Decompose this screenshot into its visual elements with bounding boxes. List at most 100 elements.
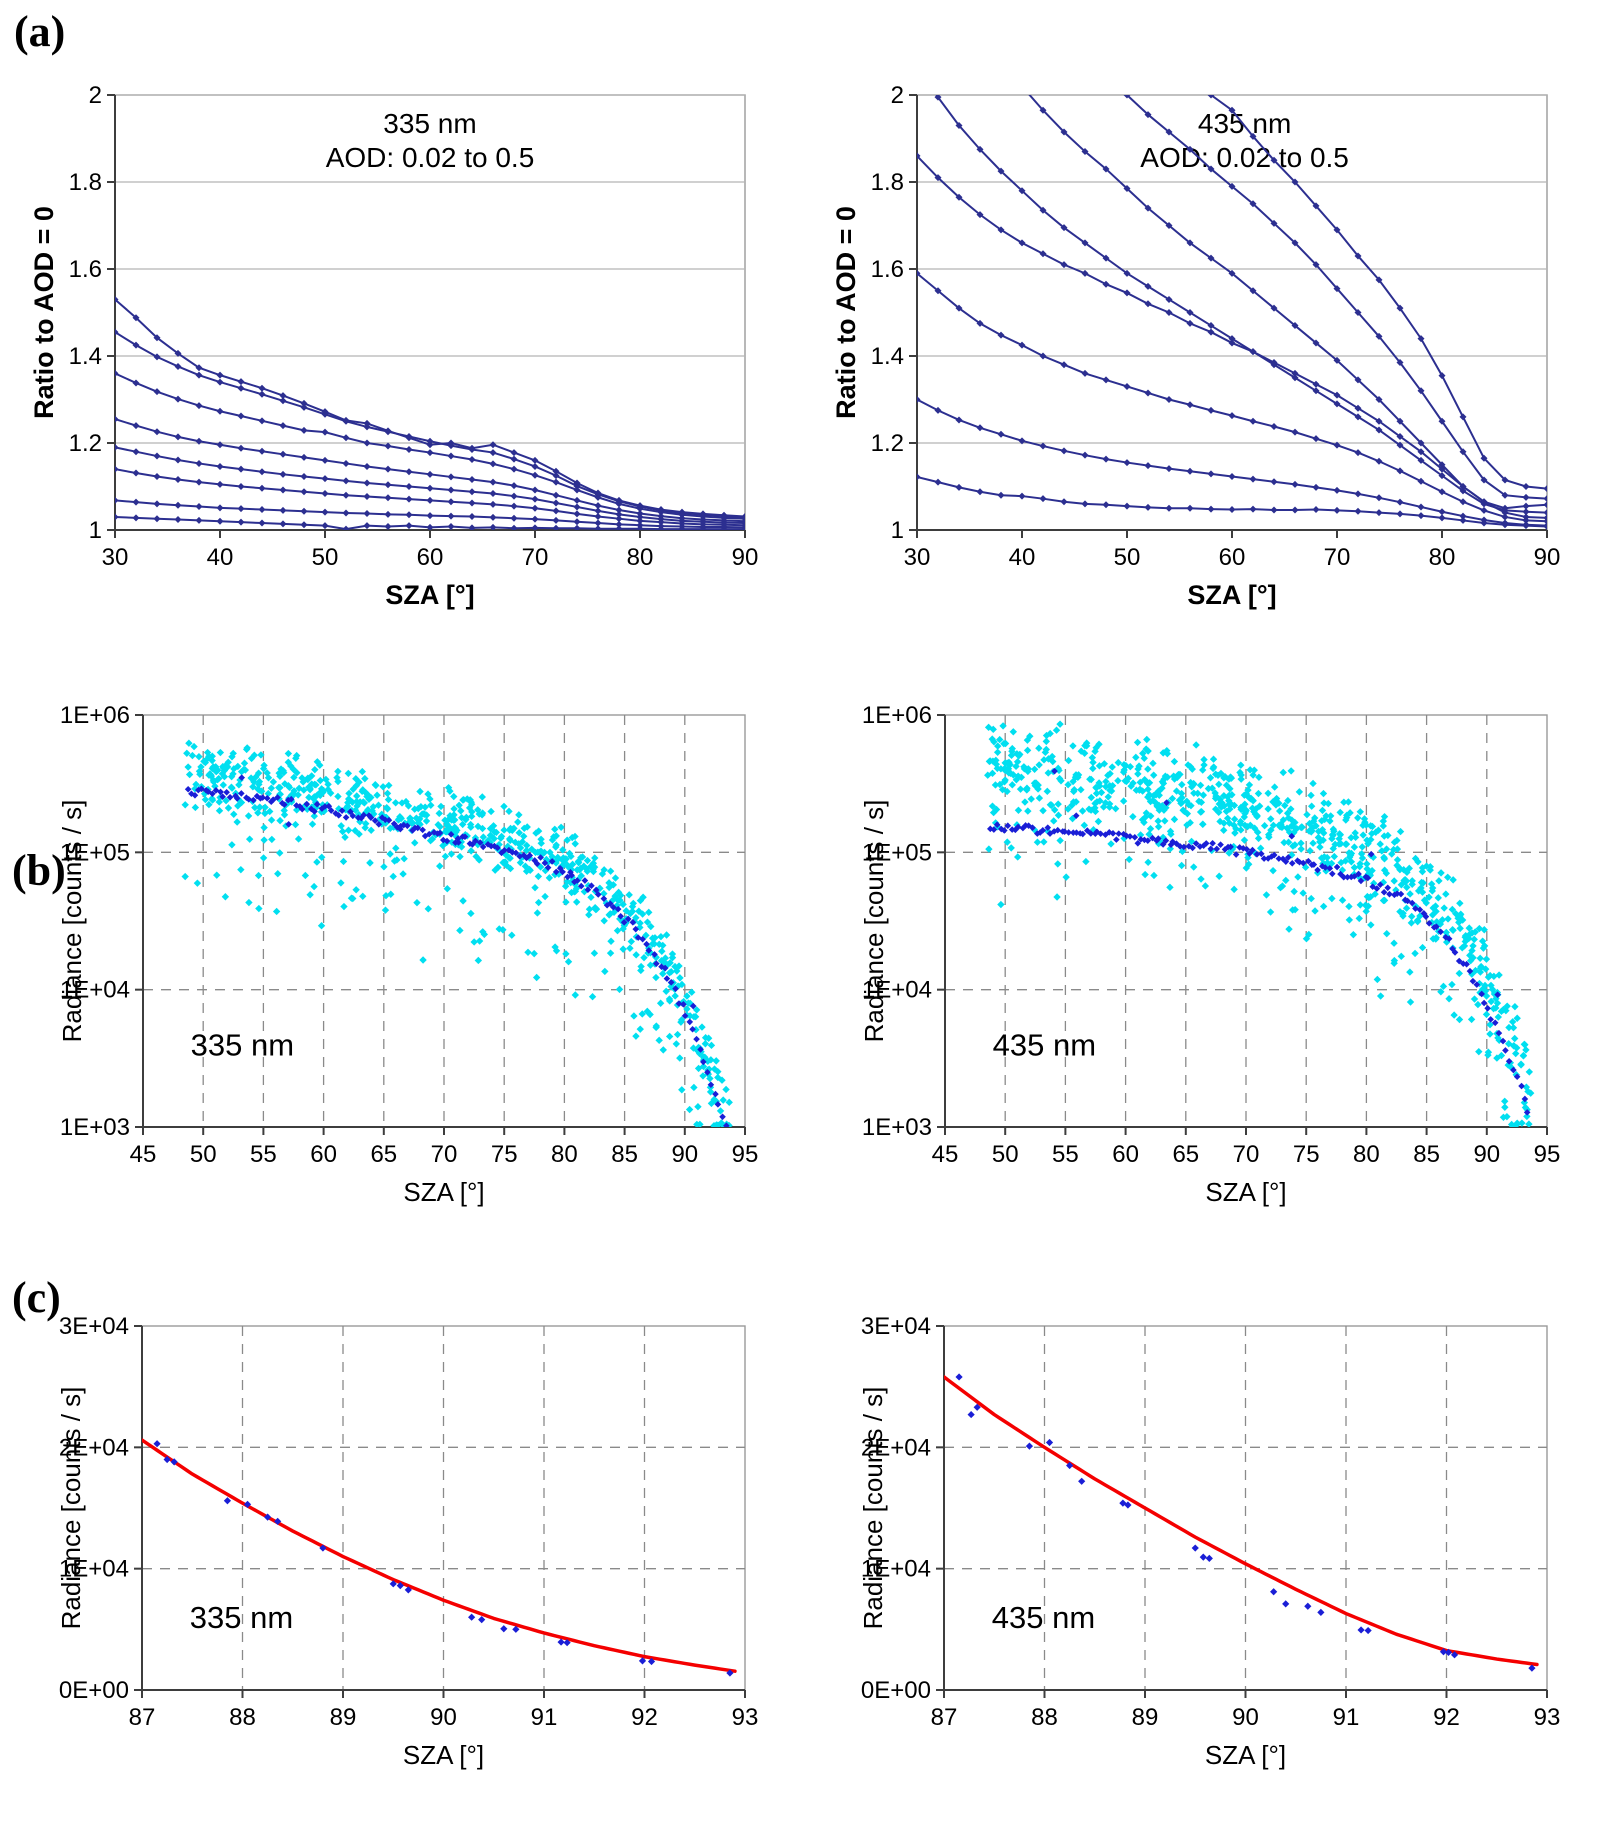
svg-text:95: 95: [732, 1141, 759, 1168]
svg-text:91: 91: [531, 1704, 558, 1731]
svg-text:SZA [°]: SZA [°]: [385, 580, 474, 610]
svg-text:50: 50: [312, 544, 339, 571]
svg-text:75: 75: [491, 1141, 518, 1168]
svg-text:88: 88: [229, 1704, 256, 1731]
svg-text:50: 50: [1114, 544, 1141, 571]
svg-text:2: 2: [891, 82, 904, 109]
svg-text:80: 80: [1429, 544, 1456, 571]
svg-text:92: 92: [1433, 1704, 1460, 1731]
svg-text:Radiance [counts / s]: Radiance [counts / s]: [57, 800, 87, 1043]
panel-label-a: (a): [14, 7, 66, 56]
svg-text:90: 90: [430, 1704, 457, 1731]
svg-text:1E+06: 1E+06: [862, 702, 932, 729]
svg-text:SZA [°]: SZA [°]: [403, 1740, 484, 1770]
svg-text:93: 93: [1534, 1704, 1561, 1731]
svg-text:89: 89: [330, 1704, 357, 1731]
svg-text:1.2: 1.2: [69, 430, 102, 457]
svg-text:435 nm: 435 nm: [992, 1600, 1095, 1635]
svg-text:SZA [°]: SZA [°]: [403, 1177, 484, 1207]
svg-text:1E+03: 1E+03: [60, 1114, 130, 1141]
svg-text:60: 60: [1112, 1141, 1139, 1168]
svg-text:1E+04: 1E+04: [862, 977, 932, 1004]
svg-text:1E+04: 1E+04: [861, 1556, 931, 1583]
svg-text:65: 65: [370, 1141, 397, 1168]
svg-text:88: 88: [1031, 1704, 1058, 1731]
svg-text:335 nm: 335 nm: [383, 108, 476, 139]
svg-text:60: 60: [310, 1141, 337, 1168]
chart-b-435-radiance-scatter: 45 50 55 60 65 70 75 80 85 90 95 1E+03 1E+04 1E+05 1E+…: [859, 702, 1561, 1207]
svg-text:1.8: 1.8: [871, 169, 904, 196]
svg-text:3E+04: 3E+04: [59, 1313, 129, 1340]
svg-text:1.4: 1.4: [69, 343, 102, 370]
svg-text:40: 40: [1009, 544, 1036, 571]
svg-text:70: 70: [1233, 1141, 1260, 1168]
svg-text:92: 92: [631, 1704, 658, 1731]
svg-text:87: 87: [129, 1704, 156, 1731]
svg-text:95: 95: [1534, 1141, 1561, 1168]
svg-text:80: 80: [627, 544, 654, 571]
svg-text:1: 1: [89, 517, 102, 544]
svg-text:65: 65: [1172, 1141, 1199, 1168]
svg-text:85: 85: [611, 1141, 638, 1168]
svg-text:2: 2: [89, 82, 102, 109]
chart-c-335-fit: 87 88 89 90 91 92 93 0E+00 1E+04 2E+04 3E+04 SZA [°…: [56, 1313, 759, 1770]
svg-text:30: 30: [904, 544, 931, 571]
svg-text:1.6: 1.6: [871, 256, 904, 283]
svg-text:70: 70: [1324, 544, 1351, 571]
svg-text:2E+04: 2E+04: [861, 1434, 931, 1461]
svg-text:90: 90: [732, 544, 759, 571]
svg-text:1.2: 1.2: [871, 430, 904, 457]
chart-a-435-ratio: 30 40 50 60 70 80 90 1 1.2 1.4 1.6 1.8 2 SZA [°] Ratio…: [831, 82, 1561, 610]
svg-text:70: 70: [522, 544, 549, 571]
chart-b-335-radiance-scatter: 45 50 55 60 65 70 75 80 85 90 95 1E+03 1E+04 1E+05 1E+…: [57, 702, 759, 1207]
svg-text:70: 70: [431, 1141, 458, 1168]
svg-text:SZA [°]: SZA [°]: [1205, 1177, 1286, 1207]
svg-text:AOD: 0.02 to 0.5: AOD: 0.02 to 0.5: [326, 142, 535, 173]
svg-text:91: 91: [1333, 1704, 1360, 1731]
svg-text:335 nm: 335 nm: [190, 1600, 293, 1635]
panel-label-c: (c): [12, 1273, 61, 1322]
svg-text:1E+04: 1E+04: [60, 977, 130, 1004]
svg-text:80: 80: [1353, 1141, 1380, 1168]
svg-text:50: 50: [190, 1141, 217, 1168]
svg-text:90: 90: [1473, 1141, 1500, 1168]
svg-text:90: 90: [1232, 1704, 1259, 1731]
svg-text:87: 87: [931, 1704, 958, 1731]
svg-text:1E+05: 1E+05: [60, 839, 130, 866]
svg-text:85: 85: [1413, 1141, 1440, 1168]
svg-text:1.4: 1.4: [871, 343, 904, 370]
svg-text:AOD: 0.02 to 0.5: AOD: 0.02 to 0.5: [1140, 142, 1349, 173]
svg-text:3E+04: 3E+04: [861, 1313, 931, 1340]
svg-text:60: 60: [1219, 544, 1246, 571]
svg-text:90: 90: [671, 1141, 698, 1168]
svg-text:30: 30: [102, 544, 129, 571]
svg-text:Radiance [counts / s]: Radiance [counts / s]: [56, 1387, 86, 1630]
svg-text:SZA [°]: SZA [°]: [1205, 1740, 1286, 1770]
svg-text:45: 45: [130, 1141, 157, 1168]
svg-text:335 nm: 335 nm: [191, 1027, 294, 1062]
svg-text:1.8: 1.8: [69, 169, 102, 196]
svg-text:Radiance [counts / s]: Radiance [counts / s]: [858, 1387, 888, 1630]
svg-text:1E+03: 1E+03: [862, 1114, 932, 1141]
svg-text:1: 1: [891, 517, 904, 544]
svg-text:0E+00: 0E+00: [861, 1677, 931, 1704]
panel-label-b: (b): [12, 846, 66, 895]
svg-text:1E+05: 1E+05: [862, 839, 932, 866]
svg-text:80: 80: [551, 1141, 578, 1168]
svg-text:Ratio to AOD = 0: Ratio to AOD = 0: [29, 206, 59, 419]
svg-text:435 nm: 435 nm: [1198, 108, 1291, 139]
svg-text:Radiance [counts / s]: Radiance [counts / s]: [859, 800, 889, 1043]
chart-a-335-ratio: 30 40 50 60 70 80 90 1 1.2 1.4 1.6 1.8 2 SZA [°] Ratio…: [29, 82, 759, 610]
svg-text:435 nm: 435 nm: [993, 1027, 1096, 1062]
svg-text:90: 90: [1534, 544, 1561, 571]
svg-text:75: 75: [1293, 1141, 1320, 1168]
svg-text:1.6: 1.6: [69, 256, 102, 283]
svg-text:55: 55: [1052, 1141, 1079, 1168]
svg-text:2E+04: 2E+04: [59, 1434, 129, 1461]
svg-text:93: 93: [732, 1704, 759, 1731]
chart-c-435-fit: 87 88 89 90 91 92 93 0E+00 1E+04 2E+04 3E+04 SZA [°…: [858, 1313, 1561, 1770]
svg-text:89: 89: [1132, 1704, 1159, 1731]
svg-text:50: 50: [992, 1141, 1019, 1168]
svg-text:0E+00: 0E+00: [59, 1677, 129, 1704]
